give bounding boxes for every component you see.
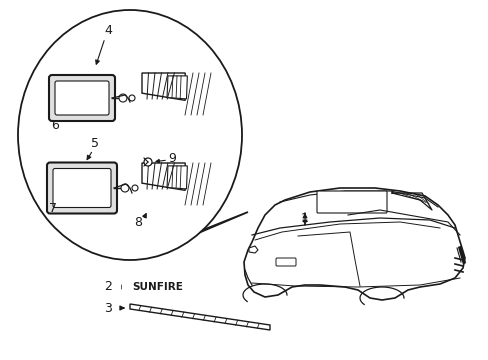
Text: 6: 6 — [51, 118, 59, 131]
Polygon shape — [140, 212, 247, 255]
Polygon shape — [167, 76, 187, 99]
Text: 3: 3 — [104, 302, 112, 315]
Text: 5: 5 — [91, 136, 99, 149]
Circle shape — [129, 95, 135, 101]
Polygon shape — [142, 163, 185, 190]
FancyBboxPatch shape — [55, 81, 109, 115]
Polygon shape — [244, 188, 464, 300]
FancyBboxPatch shape — [275, 258, 295, 266]
Text: 7: 7 — [49, 202, 57, 215]
Text: 9: 9 — [168, 152, 176, 165]
FancyBboxPatch shape — [49, 75, 115, 121]
Circle shape — [132, 185, 138, 191]
Polygon shape — [142, 73, 185, 100]
Polygon shape — [167, 166, 187, 189]
Text: 4: 4 — [104, 23, 112, 36]
Text: 2: 2 — [104, 280, 112, 293]
Ellipse shape — [18, 10, 242, 260]
FancyBboxPatch shape — [53, 168, 111, 207]
Circle shape — [121, 184, 129, 192]
Text: 8: 8 — [134, 216, 142, 229]
Text: SUNFIRE: SUNFIRE — [132, 282, 183, 292]
Text: 1: 1 — [301, 212, 308, 225]
Polygon shape — [130, 304, 269, 330]
Circle shape — [119, 94, 127, 102]
FancyBboxPatch shape — [47, 162, 117, 213]
Polygon shape — [248, 246, 258, 253]
FancyBboxPatch shape — [316, 191, 386, 213]
Circle shape — [143, 158, 152, 166]
